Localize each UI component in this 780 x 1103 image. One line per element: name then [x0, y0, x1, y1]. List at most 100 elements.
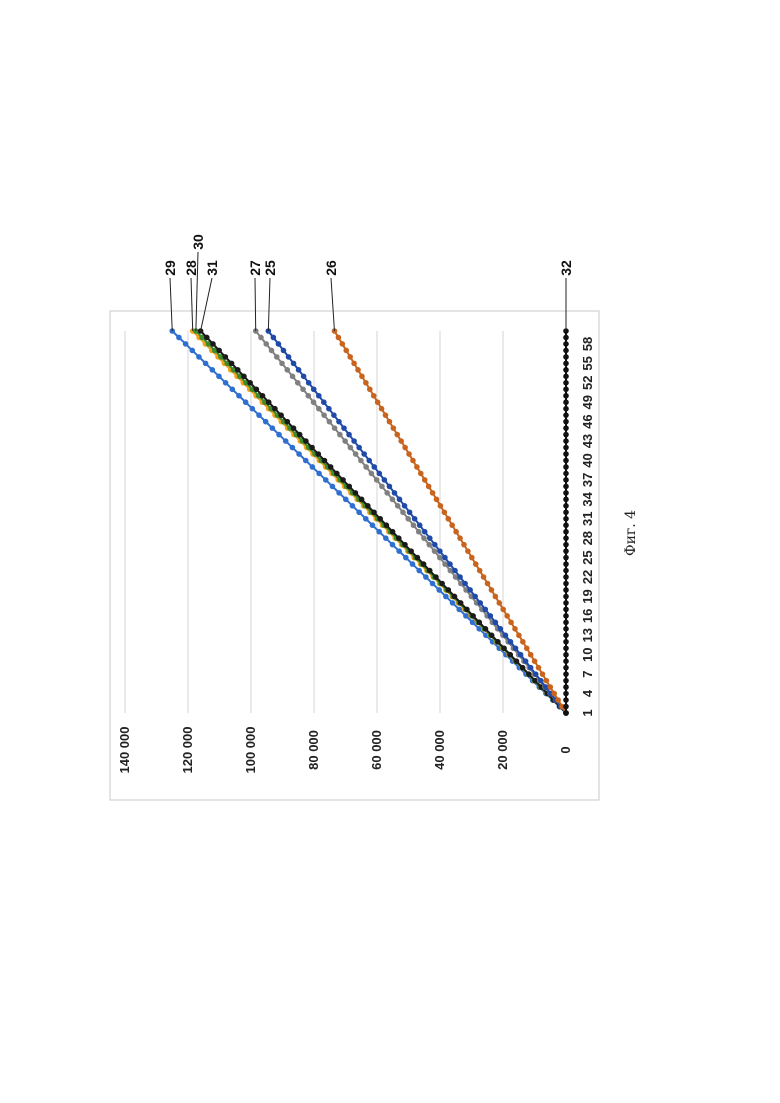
- data-point: [182, 341, 189, 347]
- data-point: [563, 483, 569, 490]
- data-point: [426, 535, 433, 541]
- data-point: [462, 580, 468, 587]
- data-point: [222, 379, 229, 386]
- data-point: [463, 613, 469, 619]
- data-point: [563, 464, 569, 470]
- series-label-30: 30: [190, 234, 206, 250]
- leader-line-31: [200, 277, 213, 332]
- data-point: [389, 541, 396, 548]
- data-point: [563, 470, 569, 477]
- data-point: [469, 554, 475, 561]
- category-axis-tick-label: 25: [580, 550, 595, 564]
- data-point: [563, 515, 569, 522]
- data-point: [216, 373, 222, 380]
- data-point: [563, 334, 569, 341]
- data-point: [347, 444, 354, 451]
- data-point: [465, 548, 471, 554]
- data-point: [384, 490, 390, 496]
- data-point: [402, 541, 408, 548]
- data-point: [420, 561, 427, 567]
- data-point: [547, 684, 554, 690]
- data-point: [418, 470, 424, 477]
- data-point: [343, 347, 350, 354]
- data-point: [563, 593, 569, 600]
- data-point: [563, 477, 569, 483]
- data-point: [425, 483, 432, 490]
- data-point: [539, 671, 546, 677]
- data-point: [414, 554, 421, 561]
- data-point: [373, 477, 380, 483]
- data-point: [359, 373, 365, 380]
- data-point: [386, 483, 393, 490]
- data-point: [445, 587, 452, 593]
- data-point: [451, 593, 458, 600]
- data-point: [391, 490, 398, 496]
- data-point: [294, 379, 301, 386]
- data-point: [249, 405, 256, 412]
- data-point: [563, 658, 569, 665]
- data-point: [265, 399, 272, 406]
- data-point: [289, 444, 296, 451]
- data-point: [563, 503, 569, 509]
- data-point: [241, 373, 247, 380]
- data-point: [302, 457, 309, 464]
- data-point: [342, 438, 348, 444]
- data-point: [211, 347, 218, 354]
- data-point: [563, 710, 569, 716]
- data-point: [216, 347, 222, 354]
- value-axis-tick-label: 80 000: [306, 730, 321, 770]
- data-point: [389, 496, 396, 503]
- data-point: [563, 528, 569, 535]
- data-point: [563, 522, 569, 529]
- series-label-25: 25: [262, 260, 278, 276]
- data-point: [315, 392, 322, 399]
- data-point: [563, 386, 569, 393]
- data-point: [394, 431, 401, 438]
- data-point: [563, 347, 569, 354]
- data-point: [410, 522, 417, 529]
- data-point: [476, 567, 483, 574]
- data-point: [379, 483, 385, 490]
- data-point: [228, 360, 235, 367]
- data-point: [295, 367, 302, 373]
- data-point: [563, 587, 569, 593]
- data-point: [563, 367, 569, 373]
- category-axis-tick-label: 58: [580, 337, 595, 351]
- category-axis-tick-label: 10: [580, 647, 595, 661]
- data-point: [310, 386, 317, 393]
- data-point: [371, 509, 377, 516]
- data-point: [497, 626, 504, 632]
- category-axis-tick-label: 55: [580, 356, 595, 370]
- category-axis-tick-label: 49: [580, 395, 595, 409]
- data-point: [456, 606, 463, 613]
- data-point: [517, 651, 524, 658]
- data-point: [543, 684, 549, 690]
- series-label-28: 28: [183, 260, 199, 276]
- data-point: [477, 600, 484, 606]
- data-point: [464, 606, 470, 613]
- data-point: [337, 431, 343, 438]
- data-point: [461, 541, 467, 548]
- data-point: [468, 593, 475, 600]
- data-point: [321, 412, 327, 418]
- value-axis-tick-label: 60 000: [369, 730, 384, 770]
- data-point: [310, 399, 317, 406]
- data-point: [563, 697, 569, 703]
- data-point: [488, 587, 495, 593]
- data-point: [563, 671, 569, 677]
- data-point: [284, 367, 291, 373]
- data-point: [316, 405, 322, 412]
- data-point: [432, 541, 438, 548]
- data-point: [472, 561, 479, 567]
- data-point: [196, 354, 202, 360]
- data-point: [203, 334, 210, 341]
- data-point: [532, 671, 539, 677]
- data-point: [449, 522, 455, 529]
- data-point: [449, 600, 456, 606]
- data-point: [531, 658, 538, 665]
- data-point: [278, 412, 284, 418]
- data-point: [352, 490, 359, 496]
- data-point: [563, 341, 569, 347]
- data-point: [414, 464, 420, 470]
- data-point: [488, 632, 495, 639]
